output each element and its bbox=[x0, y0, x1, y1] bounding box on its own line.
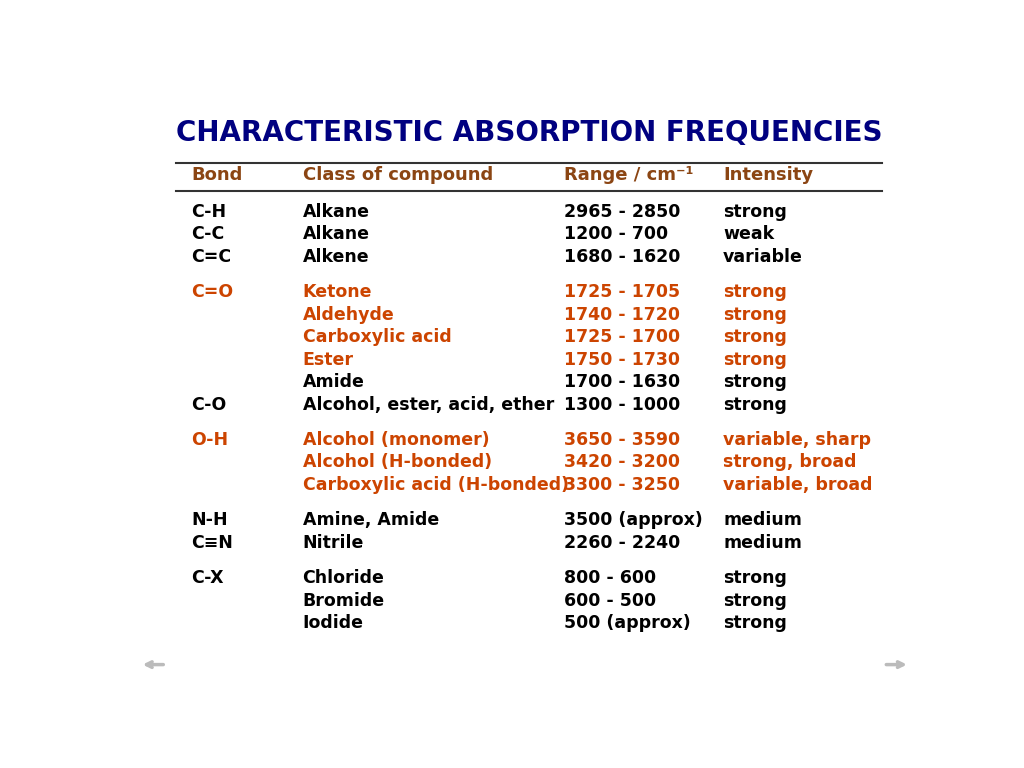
Text: strong: strong bbox=[723, 396, 787, 413]
Text: CHARACTERISTIC ABSORPTION FREQUENCIES: CHARACTERISTIC ABSORPTION FREQUENCIES bbox=[176, 119, 882, 147]
Text: Chloride: Chloride bbox=[303, 569, 384, 588]
Text: Iodide: Iodide bbox=[303, 614, 364, 632]
Text: C≡N: C≡N bbox=[191, 534, 233, 552]
Text: variable: variable bbox=[723, 248, 803, 266]
Text: strong: strong bbox=[723, 592, 787, 610]
Text: weak: weak bbox=[723, 225, 774, 243]
Text: 1750 - 1730: 1750 - 1730 bbox=[564, 350, 681, 369]
Text: 3500 (approx): 3500 (approx) bbox=[564, 511, 703, 529]
Text: strong, broad: strong, broad bbox=[723, 453, 857, 472]
Text: Alcohol, ester, acid, ether: Alcohol, ester, acid, ether bbox=[303, 396, 554, 413]
Text: 2965 - 2850: 2965 - 2850 bbox=[564, 203, 681, 220]
Text: Alkane: Alkane bbox=[303, 225, 370, 243]
Text: C-X: C-X bbox=[191, 569, 224, 588]
Text: medium: medium bbox=[723, 511, 802, 529]
Text: 3300 - 3250: 3300 - 3250 bbox=[564, 476, 681, 494]
Text: 2260 - 2240: 2260 - 2240 bbox=[564, 534, 681, 552]
Text: Class of compound: Class of compound bbox=[303, 166, 493, 184]
Text: 1300 - 1000: 1300 - 1000 bbox=[564, 396, 681, 413]
Text: strong: strong bbox=[723, 373, 787, 391]
Text: 1700 - 1630: 1700 - 1630 bbox=[564, 373, 681, 391]
Text: 1200 - 700: 1200 - 700 bbox=[564, 225, 669, 243]
Text: Carboxylic acid (H-bonded): Carboxylic acid (H-bonded) bbox=[303, 476, 568, 494]
Text: N-H: N-H bbox=[191, 511, 228, 529]
Text: Alkane: Alkane bbox=[303, 203, 370, 220]
Text: 800 - 600: 800 - 600 bbox=[564, 569, 656, 588]
Text: Alcohol (monomer): Alcohol (monomer) bbox=[303, 431, 489, 449]
Text: strong: strong bbox=[723, 614, 787, 632]
Text: C-O: C-O bbox=[191, 396, 226, 413]
Text: strong: strong bbox=[723, 350, 787, 369]
Text: Alcohol (H-bonded): Alcohol (H-bonded) bbox=[303, 453, 492, 472]
Text: Intensity: Intensity bbox=[723, 166, 813, 184]
Text: 500 (approx): 500 (approx) bbox=[564, 614, 691, 632]
Text: Amide: Amide bbox=[303, 373, 365, 391]
Text: 600 - 500: 600 - 500 bbox=[564, 592, 656, 610]
Text: Range / cm⁻¹: Range / cm⁻¹ bbox=[564, 166, 694, 184]
Text: medium: medium bbox=[723, 534, 802, 552]
Text: Bromide: Bromide bbox=[303, 592, 385, 610]
Text: 3420 - 3200: 3420 - 3200 bbox=[564, 453, 681, 472]
Text: C-C: C-C bbox=[191, 225, 224, 243]
Text: C=O: C=O bbox=[191, 283, 233, 301]
Text: O-H: O-H bbox=[191, 431, 228, 449]
Text: strong: strong bbox=[723, 328, 787, 346]
Text: variable, broad: variable, broad bbox=[723, 476, 872, 494]
Text: 1680 - 1620: 1680 - 1620 bbox=[564, 248, 681, 266]
Text: strong: strong bbox=[723, 283, 787, 301]
Text: Ketone: Ketone bbox=[303, 283, 372, 301]
Text: variable, sharp: variable, sharp bbox=[723, 431, 871, 449]
Text: Carboxylic acid: Carboxylic acid bbox=[303, 328, 452, 346]
Text: 1725 - 1705: 1725 - 1705 bbox=[564, 283, 681, 301]
Text: C-H: C-H bbox=[191, 203, 226, 220]
Text: Alkene: Alkene bbox=[303, 248, 370, 266]
Text: Aldehyde: Aldehyde bbox=[303, 306, 394, 323]
Text: 1740 - 1720: 1740 - 1720 bbox=[564, 306, 681, 323]
Text: Ester: Ester bbox=[303, 350, 353, 369]
Text: strong: strong bbox=[723, 569, 787, 588]
Text: 1725 - 1700: 1725 - 1700 bbox=[564, 328, 681, 346]
Text: C=C: C=C bbox=[191, 248, 231, 266]
Text: Bond: Bond bbox=[191, 166, 243, 184]
Text: Nitrile: Nitrile bbox=[303, 534, 364, 552]
Text: strong: strong bbox=[723, 203, 787, 220]
Text: strong: strong bbox=[723, 306, 787, 323]
Text: 3650 - 3590: 3650 - 3590 bbox=[564, 431, 681, 449]
Text: Amine, Amide: Amine, Amide bbox=[303, 511, 439, 529]
